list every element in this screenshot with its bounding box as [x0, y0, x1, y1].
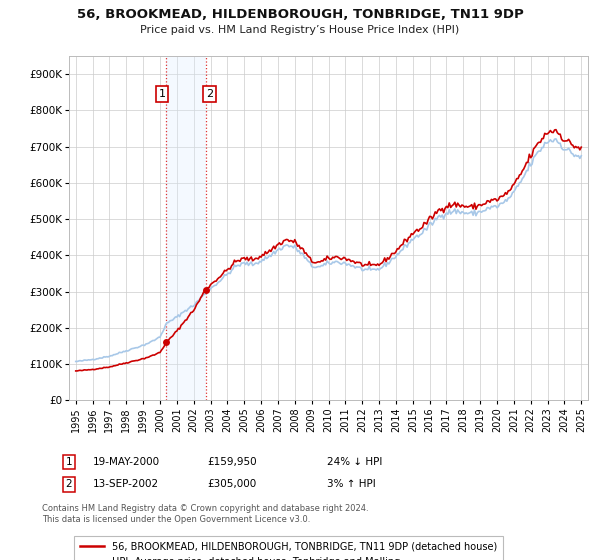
Text: Price paid vs. HM Land Registry’s House Price Index (HPI): Price paid vs. HM Land Registry’s House …: [140, 25, 460, 35]
Text: 13-SEP-2002: 13-SEP-2002: [93, 479, 159, 489]
Text: 24% ↓ HPI: 24% ↓ HPI: [327, 457, 382, 467]
Text: 3% ↑ HPI: 3% ↑ HPI: [327, 479, 376, 489]
Text: This data is licensed under the Open Government Licence v3.0.: This data is licensed under the Open Gov…: [42, 515, 310, 524]
Text: 56, BROOKMEAD, HILDENBOROUGH, TONBRIDGE, TN11 9DP: 56, BROOKMEAD, HILDENBOROUGH, TONBRIDGE,…: [77, 8, 523, 21]
Text: 1: 1: [158, 89, 166, 99]
Text: 19-MAY-2000: 19-MAY-2000: [93, 457, 160, 467]
Text: 1: 1: [65, 457, 73, 467]
Text: £305,000: £305,000: [207, 479, 256, 489]
Text: 2: 2: [206, 89, 214, 99]
Bar: [166, 56, 206, 400]
Legend: 56, BROOKMEAD, HILDENBOROUGH, TONBRIDGE, TN11 9DP (detached house), HPI: Average: 56, BROOKMEAD, HILDENBOROUGH, TONBRIDGE,…: [74, 536, 503, 560]
Text: £159,950: £159,950: [207, 457, 257, 467]
Text: 2: 2: [65, 479, 73, 489]
Text: Contains HM Land Registry data © Crown copyright and database right 2024.: Contains HM Land Registry data © Crown c…: [42, 504, 368, 513]
